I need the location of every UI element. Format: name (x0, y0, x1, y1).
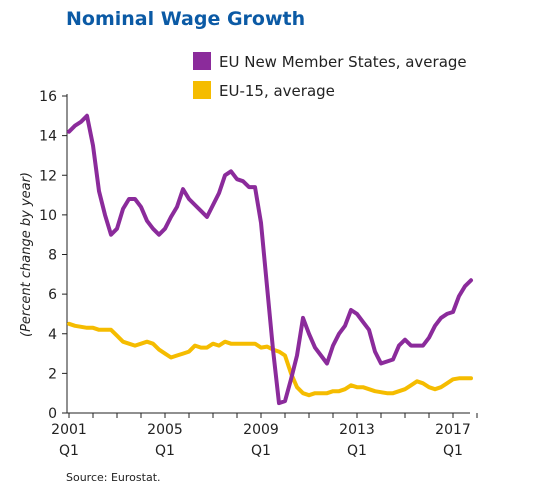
chart-axes (62, 94, 478, 418)
x-tick-label-quarter: Q1 (155, 443, 175, 459)
legend-item-eu15: EU-15, average (193, 81, 335, 100)
chart-title: Nominal Wage Growth (66, 8, 306, 30)
y-tick-label: 2 (48, 366, 57, 382)
x-tick-label-year: 2017 (435, 422, 471, 438)
y-tick-label: 8 (48, 248, 57, 264)
x-tick-label-quarter: Q1 (59, 443, 79, 459)
y-tick-label: 6 (48, 287, 57, 303)
y-axis-title: (Percent change by year) (19, 172, 34, 337)
legend-swatch-new-member-states (193, 52, 211, 70)
x-tick-label-year: 2013 (339, 422, 375, 438)
legend-item-new-member-states: EU New Member States, average (193, 52, 467, 71)
x-tick-label-quarter: Q1 (443, 443, 463, 459)
source-note: Source: Eurostat. (66, 471, 161, 484)
y-tick-label: 12 (39, 168, 57, 184)
y-tick-label: 14 (39, 129, 57, 145)
chart-labels: 0 2 4 6 8 10 12 14 16 (Percent change by year) 200… (19, 89, 471, 459)
x-tick-label-quarter: Q1 (251, 443, 271, 459)
legend-label-eu15: EU-15, average (219, 82, 335, 100)
chart-series (67, 113, 473, 406)
x-tick-label-year: 2001 (51, 422, 87, 438)
legend-label-new-member-states: EU New Member States, average (219, 53, 467, 71)
y-tick-label: 4 (48, 327, 57, 343)
x-tick-label-year: 2009 (243, 422, 279, 438)
series-line-new-member-states (67, 113, 473, 406)
y-tick-label: 10 (39, 208, 57, 224)
y-tick-label: 0 (48, 406, 57, 422)
x-tick-label-year: 2005 (147, 422, 183, 438)
x-tick-label-quarter: Q1 (347, 443, 367, 459)
y-tick-label: 16 (39, 89, 57, 105)
legend-swatch-eu15 (193, 81, 211, 99)
series-line-eu15 (67, 321, 473, 398)
